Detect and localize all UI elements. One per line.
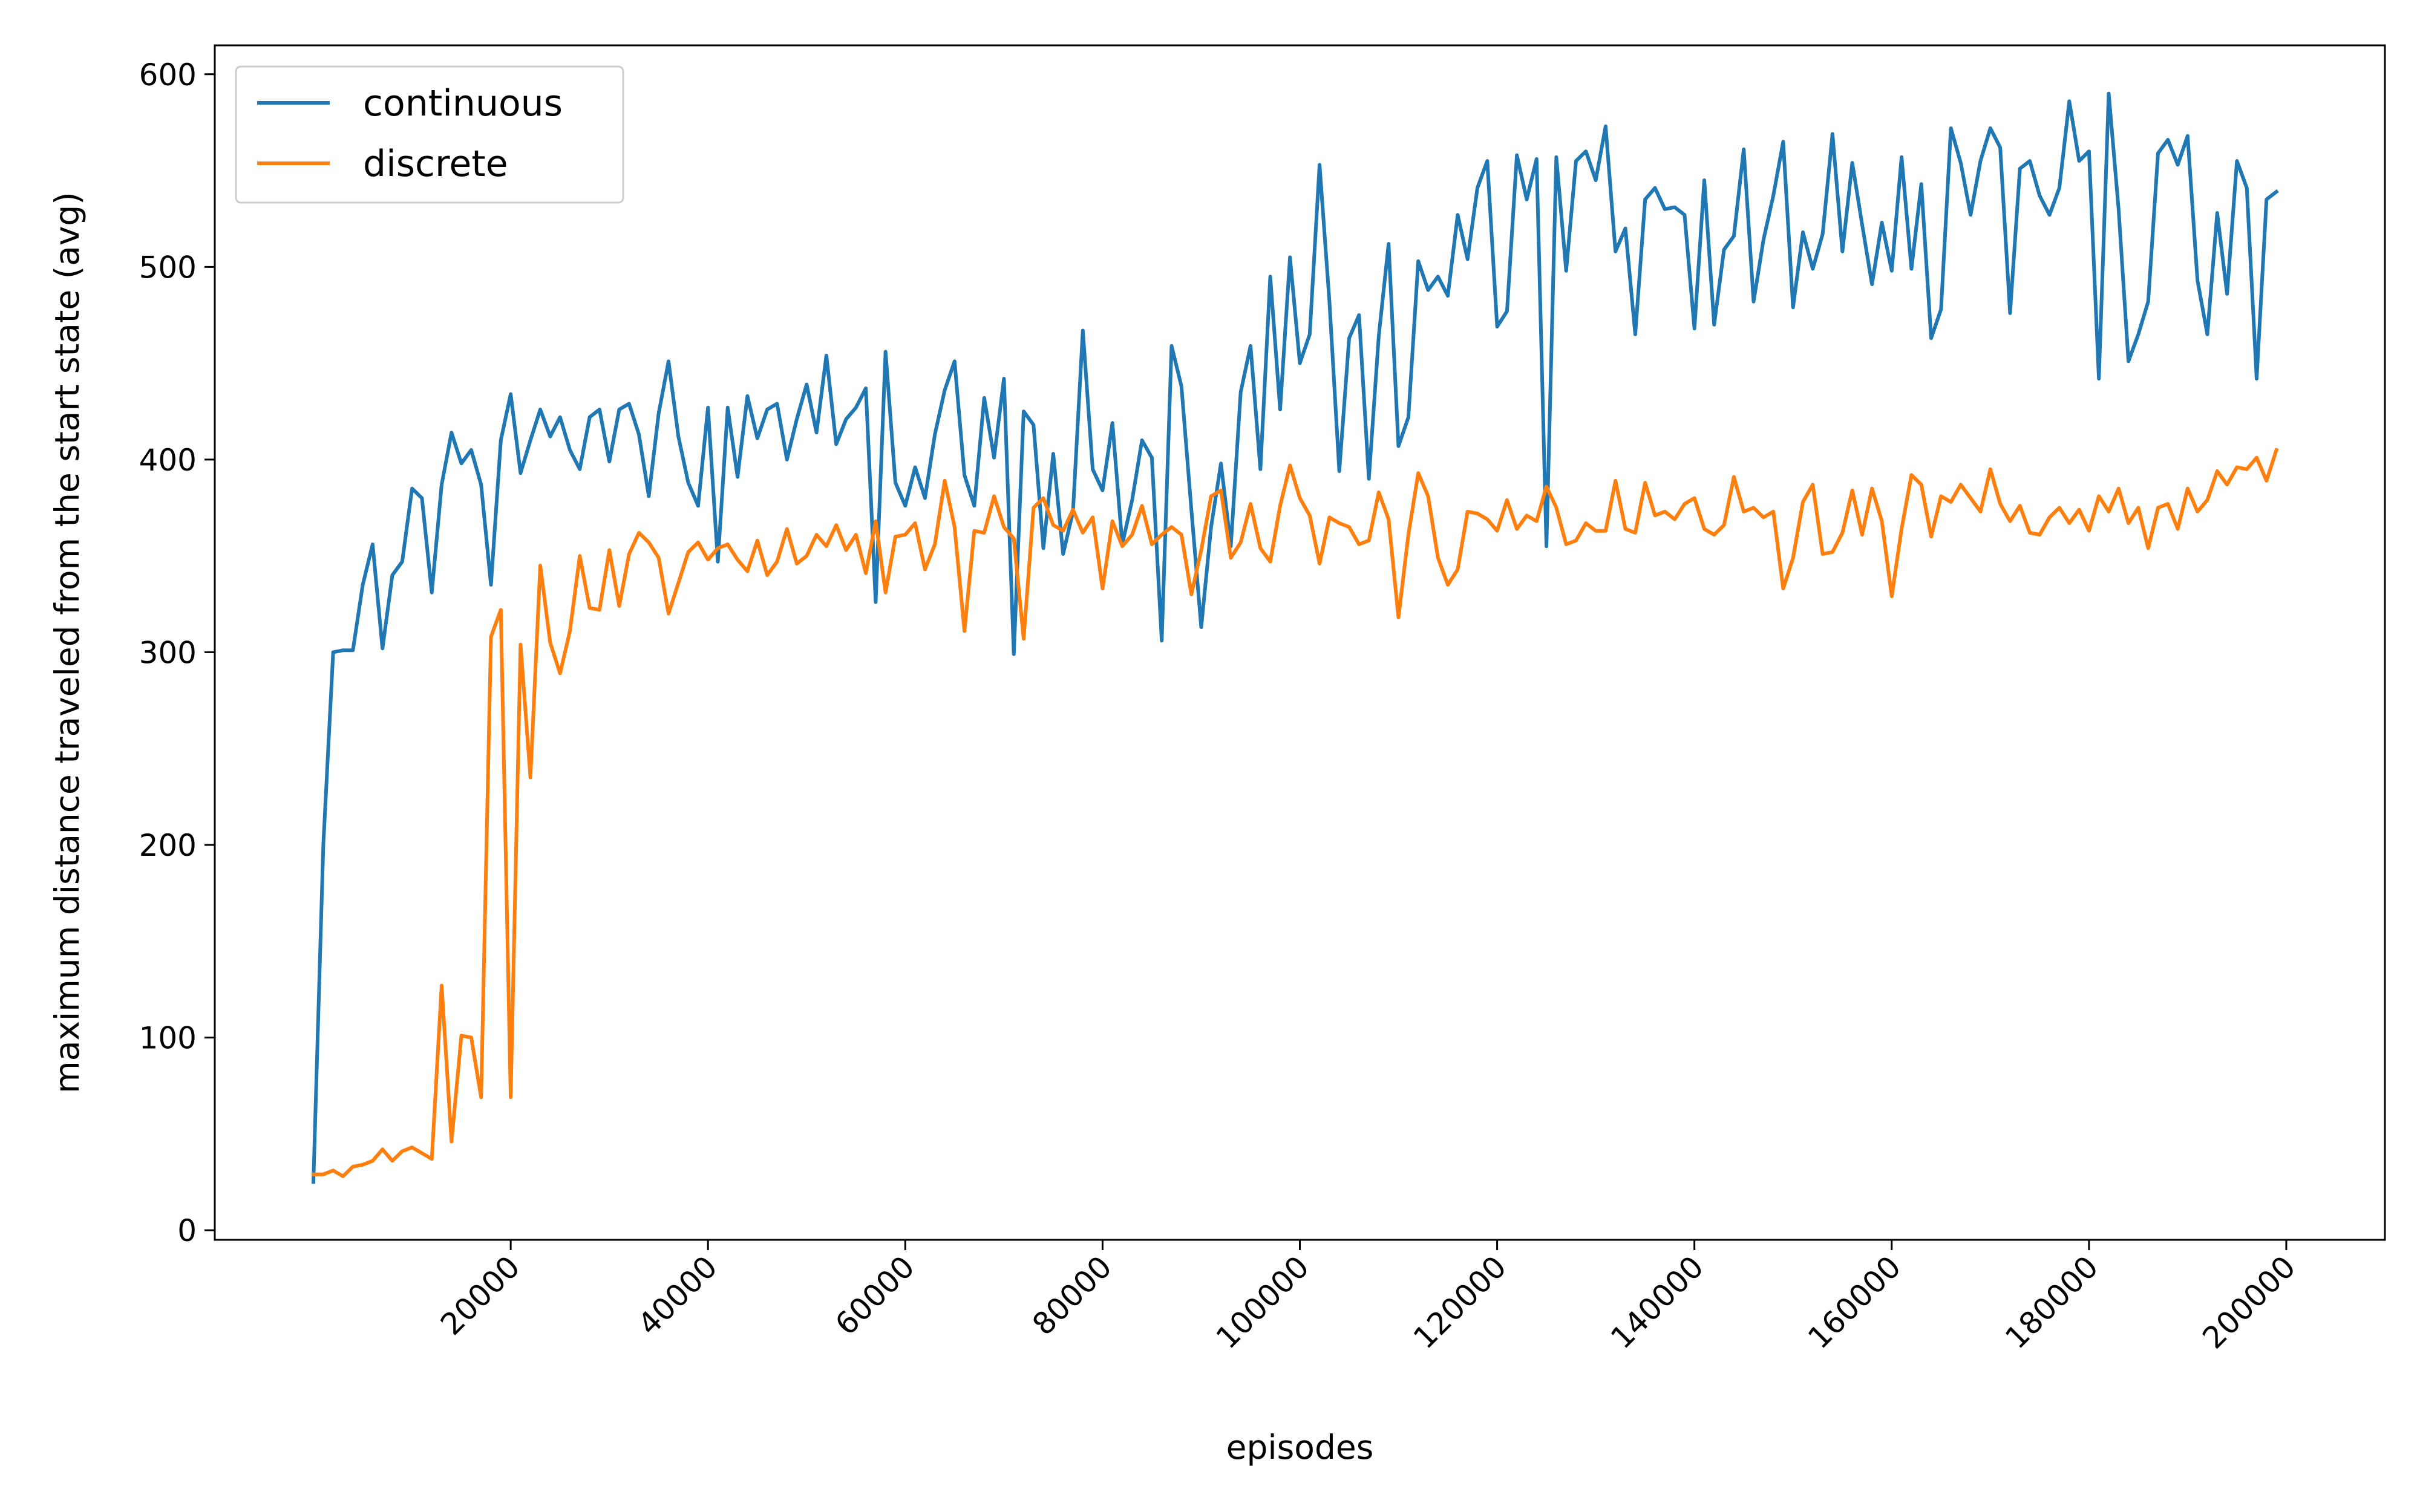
y-axis: 0 100 200 300 400 500 600 — [139, 57, 215, 1248]
y-tick-label: 500 — [139, 250, 197, 285]
y-tick-label: 200 — [139, 828, 197, 863]
series-layer — [311, 91, 2279, 1184]
legend: continuous discrete — [235, 65, 624, 204]
legend-label-continuous: continuous — [363, 82, 563, 125]
series-line-continuous — [311, 91, 2279, 1184]
y-tick-label: 100 — [139, 1021, 197, 1056]
legend-box — [235, 65, 624, 204]
y-tick-label: 300 — [139, 635, 197, 670]
x-axis-label: episodes — [1226, 1428, 1374, 1467]
y-tick-label: 0 — [177, 1213, 197, 1248]
y-tick-label: 400 — [139, 443, 197, 478]
legend-label-discrete: discrete — [363, 143, 508, 185]
y-axis-label: maximum distance traveled from the start… — [48, 192, 87, 1093]
series-line-discrete — [312, 448, 2279, 1178]
y-tick-label: 600 — [139, 57, 197, 93]
